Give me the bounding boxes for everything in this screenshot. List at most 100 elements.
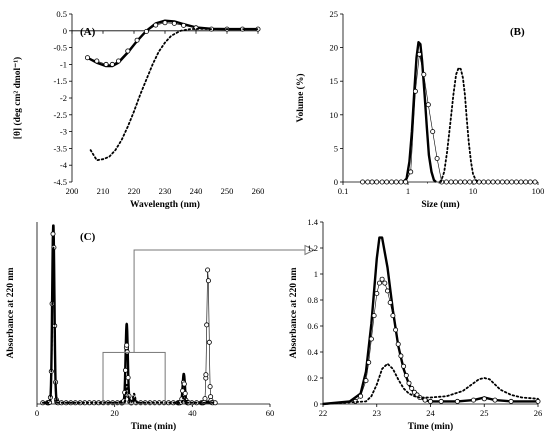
panel-zoom-circle-point: [363, 378, 369, 384]
panel-zoom-circle-point: [406, 380, 412, 386]
panel-zoom-circle-point: [398, 353, 404, 359]
x-tick-label: 230: [159, 186, 172, 196]
panel-a-circle-point: [181, 22, 187, 28]
y-tick-label: -3.5: [54, 143, 67, 153]
panel-zoom-circle-point: [374, 290, 380, 296]
panel-b-circle-point: [369, 179, 375, 185]
y-tick-label: 0: [334, 177, 338, 187]
x-tick-label: 210: [97, 186, 110, 196]
panel-b-circle-point: [532, 179, 538, 185]
panel-zoom-circle-point: [366, 359, 372, 365]
panel-b-circle-point: [421, 72, 427, 78]
panel-zoom-circle-point: [368, 336, 374, 342]
x-tick-label: 100: [532, 186, 545, 196]
y-tick-label: 0.6: [307, 321, 318, 331]
panel-c-circle-point: [204, 322, 210, 328]
panel-b-circle-point: [481, 179, 487, 185]
panel-c-circle-point: [207, 384, 213, 390]
zoom-region-box: [102, 351, 166, 405]
x-tick-label: 40: [188, 408, 197, 418]
y-tick-label: 0.4: [307, 347, 318, 357]
panel-b-circle-point: [462, 179, 468, 185]
panel-zoom-circle-point: [427, 398, 433, 404]
y-axis-title: Volume (%): [295, 74, 306, 123]
panel-a-circle-point: [134, 37, 140, 43]
panel-b-circle-point: [495, 179, 501, 185]
panel-zoom-circle-point: [390, 313, 396, 319]
panel-c-circle-point: [203, 372, 209, 378]
y-tick-label: -3: [60, 127, 67, 137]
panel-b-circle-point: [490, 179, 496, 185]
panel-a-circle-point: [143, 28, 149, 34]
panel-b-circle-point: [379, 179, 385, 185]
x-tick-label: 250: [221, 186, 234, 196]
x-tick-label: 26: [534, 408, 543, 418]
panel-zoom-circle-point: [387, 300, 393, 306]
panel-b-circles-line: [362, 54, 535, 183]
panel-b-circle-point: [504, 179, 510, 185]
panel-zoom-series: [322, 236, 541, 406]
panel-a-circle-point: [109, 61, 115, 67]
panel-zoom-circle-point: [409, 385, 415, 391]
y-tick-label: -1: [60, 59, 67, 69]
panel-zoom-circle-point: [470, 397, 476, 403]
panel-c-circle-point: [205, 278, 211, 284]
panel-a-circle-point: [116, 58, 122, 64]
y-tick-label: 5: [334, 143, 338, 153]
y-tick-label: -4.5: [54, 177, 67, 187]
panel-b-circle-point: [448, 179, 454, 185]
panel-b-series: [360, 41, 538, 185]
panel-b-solid-line: [402, 41, 437, 183]
panel-axes: -4.5 -4 -3.5 -3 -2.5 -2 -1.5 -1 -0.5 0 0.5 200 210 22…: [12, 9, 264, 210]
panel-zoom-circle-point: [395, 341, 401, 347]
panel-b-circle-point: [453, 179, 459, 185]
panel-c-circle-point: [202, 396, 208, 402]
x-axis-title: Time (min): [408, 421, 453, 432]
panel-b-circle-point: [412, 88, 418, 94]
panel-axes: 0 0.2 0.4 0.6 0.8 1 1.2 1.4 22 23 24 25 26 Time (min)…: [289, 217, 542, 432]
x-tick-label: 0.1: [338, 186, 349, 196]
panel-b-circle-point: [513, 179, 519, 185]
panel-a-circle-point: [85, 55, 91, 61]
panel-c-circle-point: [124, 349, 130, 355]
panel-b-circle-point: [485, 179, 491, 185]
panel-a-circle-point: [103, 61, 109, 67]
panel-b-circle-point: [457, 179, 463, 185]
panel-zoom-circle-point: [438, 398, 444, 404]
panel-zoom-circle-point: [401, 363, 407, 369]
y-tick-label: 0: [314, 399, 318, 409]
y-tick-label: 15: [330, 76, 339, 86]
y-tick-label: 20: [330, 43, 339, 53]
panel-zoom-circle-point: [422, 397, 428, 403]
panel-b-circle-point: [527, 179, 533, 185]
y-tick-label: -0.5: [54, 43, 67, 53]
panel-c-series: [40, 224, 218, 406]
panel-c-circle-point: [205, 267, 211, 273]
panel-b-circle-point: [509, 179, 515, 185]
panel-zoom-dotted-line: [322, 362, 539, 405]
y-tick-label: -1.5: [54, 76, 67, 86]
panel-b-circle-point: [389, 179, 395, 185]
x-tick-label: 25: [480, 408, 489, 418]
x-tick-label: 10: [469, 186, 478, 196]
panel-label: (B): [510, 26, 525, 38]
panel-c-circle-point: [182, 390, 188, 396]
panel-a-dotted-line: [89, 27, 259, 162]
panel-c-circle-point: [50, 231, 56, 237]
y-tick-label: 0.5: [56, 9, 67, 19]
panel-c-circle-point: [181, 381, 187, 387]
x-tick-label: 220: [128, 186, 141, 196]
y-tick-label: 0: [63, 26, 67, 36]
panel-zoom-circle-point: [393, 327, 399, 333]
panel-b-dotted-line: [439, 66, 481, 183]
x-tick-label: 24: [426, 408, 435, 418]
panel-a-circle-point: [125, 48, 131, 54]
y-axis-title: Absorbance at 220 nm: [6, 267, 16, 358]
x-tick-label: 0: [35, 408, 39, 418]
panel-b-circle-point: [403, 179, 409, 185]
panel-c-dotted-line: [41, 245, 217, 404]
x-tick-label: 60: [266, 408, 275, 418]
panel-c-circle-point: [206, 339, 212, 345]
